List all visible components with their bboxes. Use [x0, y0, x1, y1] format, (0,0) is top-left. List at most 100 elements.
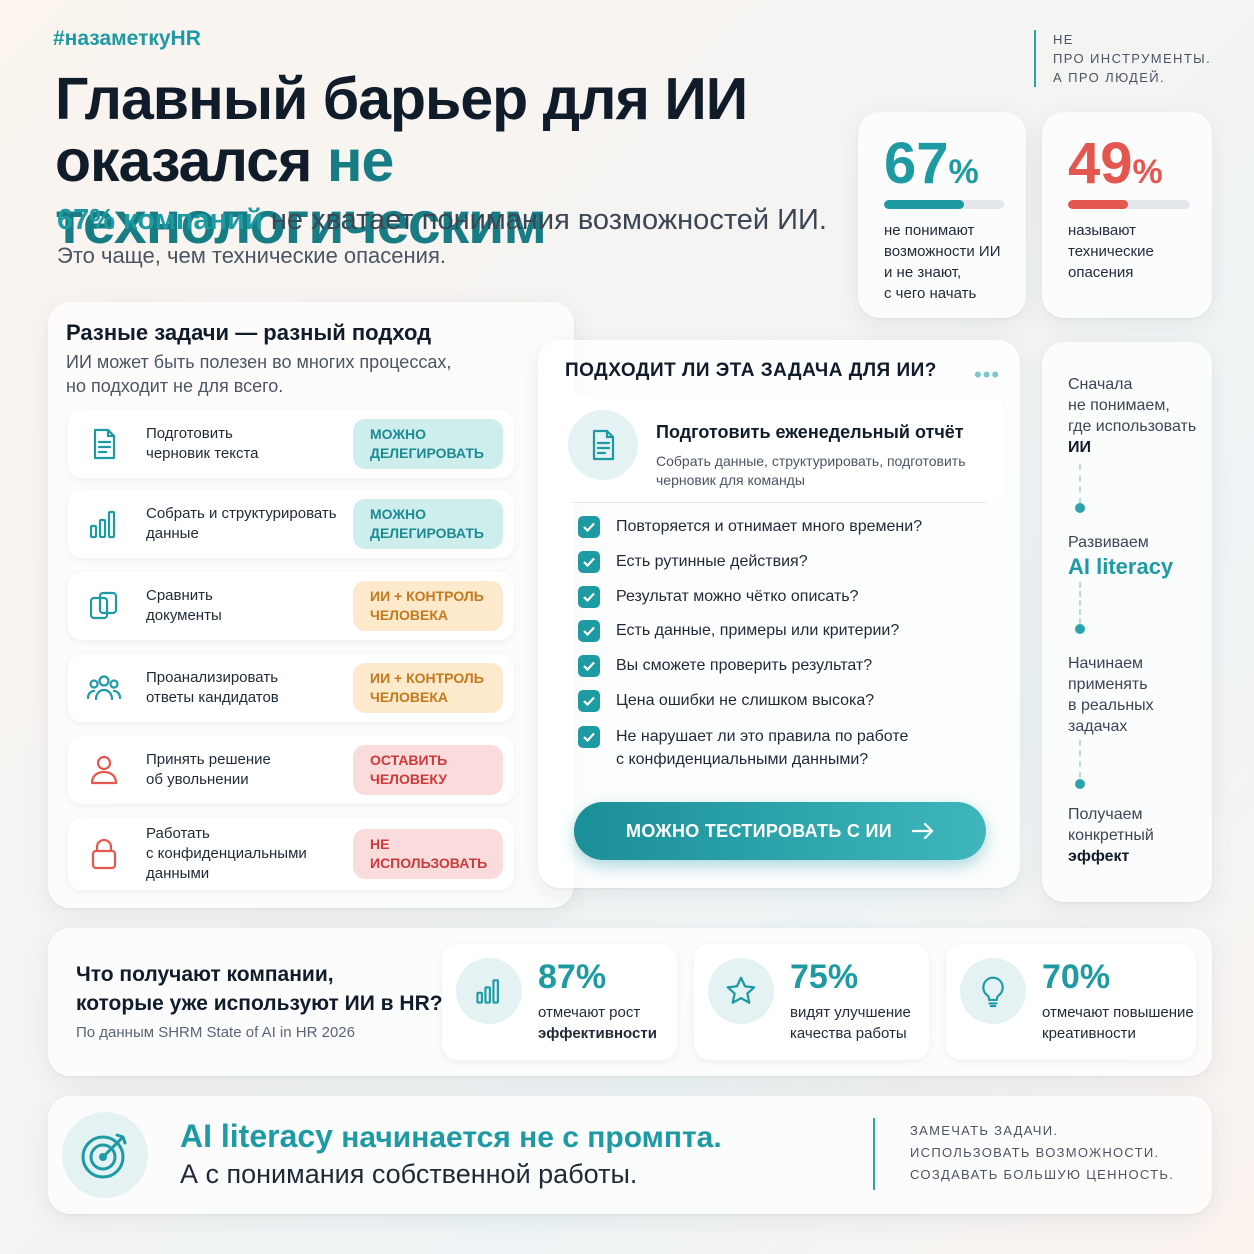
timeline-line: Начинаем [1068, 655, 1144, 672]
footer-headline: AI literacy начинается не с промпта. А с… [180, 1118, 722, 1190]
checkbox[interactable] [578, 551, 600, 573]
stat-line: технические [1068, 243, 1154, 260]
checklist-panel: ПОДХОДИТ ЛИ ЭТА ЗАДАЧА ДЛЯ ИИ? ••• Подго… [538, 340, 1020, 888]
checklist-title: ПОДХОДИТ ЛИ ЭТА ЗАДАЧА ДЛЯ ИИ? [565, 360, 937, 381]
result-text: отмечают повышение креативности [1042, 1002, 1194, 1044]
checklist-item[interactable]: Результат можно чётко описать? [578, 585, 859, 608]
result-card: 70% отмечают повышение креативности [946, 944, 1196, 1060]
task-label-line: черновик текста [146, 445, 259, 462]
task-example-desc: Собрать данные, структурировать, подгото… [656, 452, 966, 490]
result-value: 75% [790, 958, 859, 996]
footer-rest: начинается не с промпта. [332, 1121, 722, 1154]
stat-bar-fill [1068, 200, 1128, 209]
result-line: креативности [1042, 1025, 1136, 1042]
task-label: Сравнить документы [146, 572, 346, 640]
badge-line: НЕ ИСПОЛЬЗОВАТЬ [370, 836, 488, 871]
document-icon [93, 428, 116, 460]
task-badge: МОЖНО ДЕЛЕГИРОВАТЬ [353, 419, 503, 469]
timeline-accent: AI literacy [1068, 554, 1174, 579]
star-icon [708, 958, 774, 1024]
title-line-1: Главный барьер для ИИ [55, 66, 748, 132]
timeline-bold: ИИ [1068, 439, 1091, 456]
stat-line: называют [1068, 222, 1137, 239]
check-text: Результат можно чётко описать? [616, 588, 859, 605]
task-label-line: данные [146, 525, 199, 542]
timeline-bold: эффект [1068, 848, 1130, 865]
footer-panel: AI literacy начинается не с промпта. А с… [48, 1096, 1212, 1214]
results-title-line: Что получают компании, [76, 963, 334, 986]
checkbox[interactable] [578, 620, 600, 642]
badge-line: ЧЕЛОВЕКУ [370, 771, 447, 787]
title-line-2: оказался не технологическим [55, 130, 875, 254]
stat-value: 49% [1068, 134, 1163, 202]
task-row: Проанализировать ответы кандидатов ИИ + К… [68, 654, 514, 722]
stat-number: 49 [1068, 131, 1133, 196]
tasks-panel: Разные задачи — разный подход ИИ может б… [48, 302, 574, 908]
timeline-line: Получаем [1068, 806, 1143, 823]
result-line: отмечают повышение [1042, 1004, 1194, 1021]
checklist-item[interactable]: Повторяется и отнимает много времени? [578, 515, 922, 538]
timeline-line: конкретный [1068, 827, 1154, 844]
task-label-line: данными [146, 865, 210, 882]
timeline-line: Развиваем [1068, 534, 1149, 551]
timeline-line: где использовать [1068, 418, 1197, 435]
test-with-ai-button[interactable]: МОЖНО ТЕСТИРОВАТЬ С ИИ [574, 802, 986, 860]
badge-line: ДЕЛЕГИРОВАТЬ [370, 525, 484, 541]
checkbox[interactable] [578, 655, 600, 677]
checklist-item[interactable]: Не нарушает ли это правила по работе с ко… [578, 725, 908, 771]
timeline-line: Сначала [1068, 376, 1133, 393]
stat-description: называют технические опасения [1068, 220, 1154, 283]
badge-line: ДЕЛЕГИРОВАТЬ [370, 445, 484, 461]
results-panel: Что получают компании, которые уже испол… [48, 928, 1212, 1076]
stat-line: не понимают [884, 222, 975, 239]
task-example-title: Подготовить еженедельный отчёт [656, 422, 964, 442]
subtitle: 67% компаний не хватает понимания возмож… [57, 204, 827, 237]
bar-chart-icon [89, 510, 116, 539]
results-title-line: которые уже используют ИИ в HR? [76, 992, 443, 1015]
subtitle-rest: не хватает понимания возможностей ИИ. [262, 204, 827, 236]
title-accent: не технологическим [55, 128, 547, 256]
people-icon [86, 675, 122, 701]
hashtag: #назаметкуHR [53, 27, 201, 50]
task-label-line: документы [146, 607, 222, 624]
task-label: Подготовить черновик текста [146, 410, 346, 478]
task-label-line: об увольнении [146, 771, 249, 788]
checkbox[interactable] [578, 690, 600, 712]
timeline-panel: Сначала не понимаем, где использовать ИИ… [1042, 342, 1212, 902]
task-badge: ИИ + КОНТРОЛЬ ЧЕЛОВЕКА [353, 581, 503, 631]
checklist-item[interactable]: Цена ошибки не слишком высока? [578, 689, 874, 712]
checklist-item[interactable]: Есть данные, примеры или критерии? [578, 619, 899, 642]
stat-description: не понимают возможности ИИ и не знают, с… [884, 220, 1000, 304]
more-icon[interactable]: ••• [974, 362, 1001, 387]
results-source: По данным SHRM State of AI in HR 2026 [76, 1024, 355, 1041]
checkbox[interactable] [578, 516, 600, 538]
stat-unit: % [1132, 153, 1163, 191]
person-icon [90, 755, 118, 785]
results-title: Что получают компании, которые уже испол… [76, 960, 443, 1018]
checkbox[interactable] [578, 586, 600, 608]
tagline-line: А ПРО ЛЮДЕЙ. [1053, 70, 1166, 85]
target-icon [62, 1112, 148, 1198]
footer-divider [873, 1118, 875, 1190]
result-card: 75% видят улучшение качества работы [694, 944, 929, 1060]
footer-line-1: AI literacy начинается не с промпта. [180, 1118, 722, 1155]
task-label-line: ответы кандидатов [146, 689, 279, 706]
checklist-item[interactable]: Вы сможете проверить результат? [578, 654, 872, 677]
check-text: с конфиденциальными данными? [616, 751, 869, 768]
task-example: Подготовить еженедельный отчёт Собрать д… [556, 396, 1004, 502]
task-label-line: Собрать и структурировать [146, 505, 337, 522]
timeline-step: Получаем конкретный эффект [1068, 804, 1218, 867]
tasks-title: Разные задачи — разный подход [66, 320, 432, 345]
timeline-line: задачах [1068, 718, 1128, 735]
stat-card-67: 67% не понимают возможности ИИ и не знаю… [858, 112, 1026, 318]
timeline-step: Развиваем AI literacy [1068, 532, 1218, 579]
checklist-item[interactable]: Есть рутинные действия? [578, 550, 808, 573]
tagline-line: НЕ [1053, 32, 1074, 47]
page-title: Главный барьер для ИИ оказался не технол… [55, 68, 875, 254]
subtitle-highlight: 67% компаний [57, 204, 263, 236]
task-desc-line: Собрать данные, структурировать, подгото… [656, 453, 966, 469]
checkbox[interactable] [578, 726, 600, 748]
task-label: Работать с конфиденциальными данными [146, 818, 346, 890]
stat-line: с чего начать [884, 285, 977, 302]
stat-line: и не знают, [884, 264, 962, 281]
